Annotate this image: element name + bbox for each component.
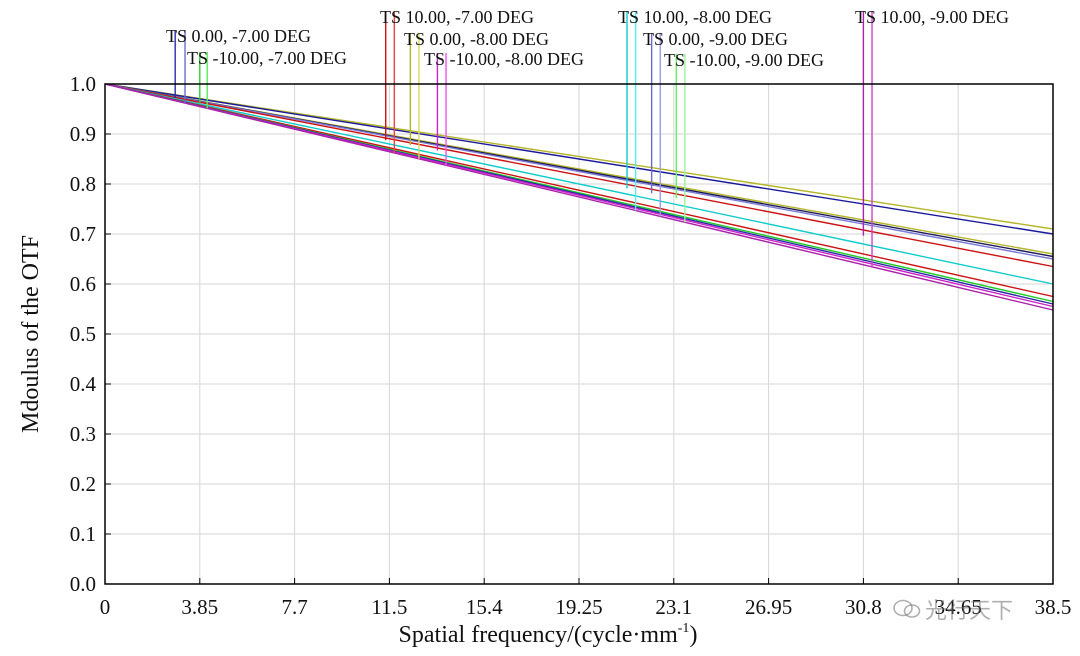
legend-label: TS -10.00, -7.00 DEG <box>187 48 347 68</box>
series-line <box>104 83 1054 260</box>
x-tick-label: 19.25 <box>555 595 602 619</box>
series-line <box>104 83 1054 268</box>
legend-label: TS 0.00, -7.00 DEG <box>166 26 311 46</box>
y-axis-title: Mdoulus of the OTF <box>18 235 44 433</box>
x-axis-title-sup: -1 <box>678 621 690 636</box>
legend-label: TS 10.00, -9.00 DEG <box>855 7 1009 27</box>
chat-bubble-icon <box>893 599 921 618</box>
y-tick-label: 0.9 <box>70 122 96 146</box>
x-tick-label: 38.5 <box>1035 595 1072 619</box>
series-lines <box>104 83 1054 311</box>
x-tick-label: 11.5 <box>371 595 407 619</box>
y-tick-label: 0.1 <box>70 522 96 546</box>
legend-label: TS -10.00, -9.00 DEG <box>664 50 824 70</box>
x-tick-label: 30.8 <box>845 595 882 619</box>
y-tick-label: 0.6 <box>70 272 96 296</box>
x-tick-label: 23.1 <box>655 595 692 619</box>
y-tick-label: 0.0 <box>70 572 96 596</box>
series-line <box>104 83 1054 230</box>
series-line <box>104 83 1054 298</box>
x-tick-label: 3.85 <box>181 595 218 619</box>
x-tick-label: 34.65 <box>935 595 982 619</box>
x-tick-label: 7.7 <box>281 595 307 619</box>
x-axis-title-main: Spatial frequency/(cycle·mm <box>399 622 679 648</box>
y-tick-label: 0.4 <box>70 372 97 396</box>
watermark: 光行天下 <box>893 593 1013 625</box>
x-tick-label: 26.95 <box>745 595 792 619</box>
y-tick-label: 0.7 <box>70 222 96 246</box>
y-tick-label: 1.0 <box>70 72 96 96</box>
series-line <box>104 83 1054 311</box>
legend-label: TS 10.00, -8.00 DEG <box>618 7 772 27</box>
axis-ticks: 0 3.85 7.7 11.5 15.4 19.25 23.1 26.95 30.8 34.65 3… <box>70 72 1072 619</box>
y-tick-label: 0.3 <box>70 422 96 446</box>
y-tick-label: 0.8 <box>70 172 96 196</box>
x-tick-label: 0 <box>100 595 111 619</box>
x-axis-title-close: ) <box>689 622 697 648</box>
x-axis-title: Spatial frequency/(cycle·mm-1) <box>399 621 698 648</box>
legend-label: TS 10.00, -7.00 DEG <box>380 7 534 27</box>
legend-label: TS 0.00, -9.00 DEG <box>643 29 788 49</box>
legend-label: TS -10.00, -8.00 DEG <box>424 49 584 69</box>
y-tick-label: 0.5 <box>70 322 96 346</box>
watermark-text: 光行天下 <box>925 599 1014 624</box>
series-line <box>104 83 1054 235</box>
y-tick-label: 0.2 <box>70 472 96 496</box>
series-line <box>104 83 1054 285</box>
x-tick-label: 15.4 <box>466 595 503 619</box>
legend-label: TS 0.00, -8.00 DEG <box>404 29 549 49</box>
